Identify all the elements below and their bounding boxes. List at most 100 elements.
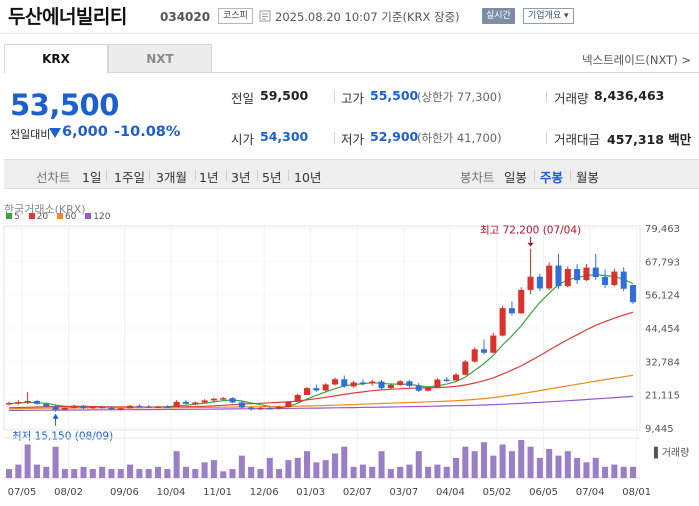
candle-body — [331, 379, 338, 385]
volume-bar — [99, 466, 106, 478]
candle-body — [406, 381, 413, 386]
period-5years[interactable]: 5년 — [262, 170, 282, 185]
tab-divider — [212, 72, 699, 73]
volume-bar — [127, 464, 134, 478]
volume-bar — [43, 466, 50, 478]
base-time: 2025.08.20 10:07 기준(KRX 장중) — [275, 10, 460, 24]
volume-bar — [71, 469, 78, 478]
volume-bar — [164, 469, 171, 478]
candle-body — [397, 381, 404, 385]
candle-body — [555, 265, 562, 287]
candle-daily[interactable]: 일봉 — [504, 170, 528, 185]
candle-body — [574, 269, 581, 281]
volume-bar — [574, 457, 581, 478]
x-tick-label: 12/06 — [250, 487, 279, 498]
period-separator — [195, 170, 196, 181]
volume-bar — [5, 469, 13, 478]
candle-body — [592, 267, 599, 278]
candle-body — [387, 384, 394, 389]
volume-bar — [471, 451, 478, 478]
volume-bar — [359, 464, 366, 478]
volume-bar — [508, 451, 515, 478]
x-tick-label: 08/02 — [54, 487, 83, 498]
x-tick-label: 10/04 — [157, 487, 186, 498]
candle-body — [508, 308, 515, 314]
period-10years[interactable]: 10년 — [294, 170, 322, 185]
candle-body — [350, 382, 357, 387]
company-overview-button[interactable]: 기업개요 ▾ — [523, 8, 574, 24]
low-annotation: 최저 15,150 (08/09) — [12, 431, 113, 443]
volume-bar — [546, 448, 553, 478]
candle-body — [322, 384, 329, 391]
volume-bar — [192, 469, 199, 478]
x-tick-label: 05/02 — [483, 487, 512, 498]
candle-body — [629, 285, 637, 303]
nextrade-link[interactable]: 넥스트레이드(NXT) > — [581, 53, 691, 67]
volume-bar — [15, 464, 22, 478]
candle-body — [80, 405, 87, 409]
candle-body — [238, 402, 245, 408]
volume-bar — [173, 451, 180, 478]
amount-value: 457,318 백만 — [607, 132, 692, 147]
y-tick-label: 79,463 — [645, 224, 680, 235]
prev-close-value: 59,500 — [260, 88, 309, 103]
candle-body — [294, 394, 301, 402]
candle-body — [24, 400, 31, 403]
legend-item-ma20: 20 — [28, 212, 48, 222]
period-separator — [106, 170, 107, 181]
period-1day[interactable]: 1일 — [82, 170, 102, 185]
volume-bar — [61, 469, 68, 478]
volume-bar — [154, 466, 162, 478]
period-3years[interactable]: 3년 — [231, 170, 251, 185]
volume-bar — [555, 455, 562, 478]
period-separator — [226, 170, 227, 181]
candle-weekly[interactable]: 주봉 — [540, 170, 564, 185]
volume-bar — [341, 446, 348, 478]
ma-line-120 — [9, 395, 634, 411]
x-tick-label: 03/07 — [389, 487, 418, 498]
volume-bar — [527, 446, 534, 478]
candle-body — [229, 398, 236, 403]
candle-body — [192, 402, 199, 404]
candle-body — [210, 398, 217, 401]
tab-nxt[interactable]: NXT — [108, 44, 212, 73]
candle-body — [480, 349, 488, 353]
volume-label: 거래량 — [554, 91, 589, 106]
tab-krx[interactable]: KRX — [4, 44, 108, 73]
period-3months[interactable]: 3개월 — [156, 170, 187, 185]
period-1week[interactable]: 1주일 — [114, 170, 145, 185]
volume-bar — [425, 466, 432, 478]
period-separator — [534, 170, 535, 181]
y-tick-label: 32,784 — [645, 357, 680, 368]
volume-bar — [257, 469, 264, 478]
volume-bar — [331, 453, 338, 478]
candle-body — [127, 405, 134, 409]
candle-body — [276, 406, 283, 409]
realtime-button[interactable]: 실시간 — [482, 8, 515, 24]
candle-body — [583, 267, 590, 281]
candle-body — [145, 406, 152, 408]
candle-body — [201, 400, 208, 403]
x-tick-label: 06/05 — [529, 487, 558, 498]
volume-bar — [415, 451, 422, 478]
stock-name: 두산에너빌리티 — [8, 6, 127, 28]
down-arrow-icon — [49, 128, 61, 138]
period-separator — [257, 170, 258, 181]
candle-body — [182, 401, 189, 404]
candle-monthly[interactable]: 월봉 — [576, 170, 600, 185]
stat-divider — [546, 132, 547, 144]
volume-bar — [369, 466, 376, 478]
volume-bar — [108, 469, 115, 478]
volume-bar — [117, 469, 124, 478]
candle-body — [136, 405, 143, 408]
price-chart[interactable]: 79,463 67,793 56,124 44,454 32,784 21,115 9,44… — [0, 222, 699, 506]
market-badge: 코스피 — [218, 8, 253, 24]
period-separator — [570, 170, 571, 181]
y-tick-label: 67,793 — [645, 257, 680, 268]
volume-value: 8,436,463 — [594, 88, 665, 103]
x-tick-label: 09/06 — [110, 487, 139, 498]
volume-bar — [89, 469, 96, 478]
period-1year[interactable]: 1년 — [199, 170, 219, 185]
stock-header: 두산에너빌리티 034020 코스피 2025.08.20 10:07 기준(K… — [0, 0, 699, 34]
candle-body — [527, 276, 534, 290]
